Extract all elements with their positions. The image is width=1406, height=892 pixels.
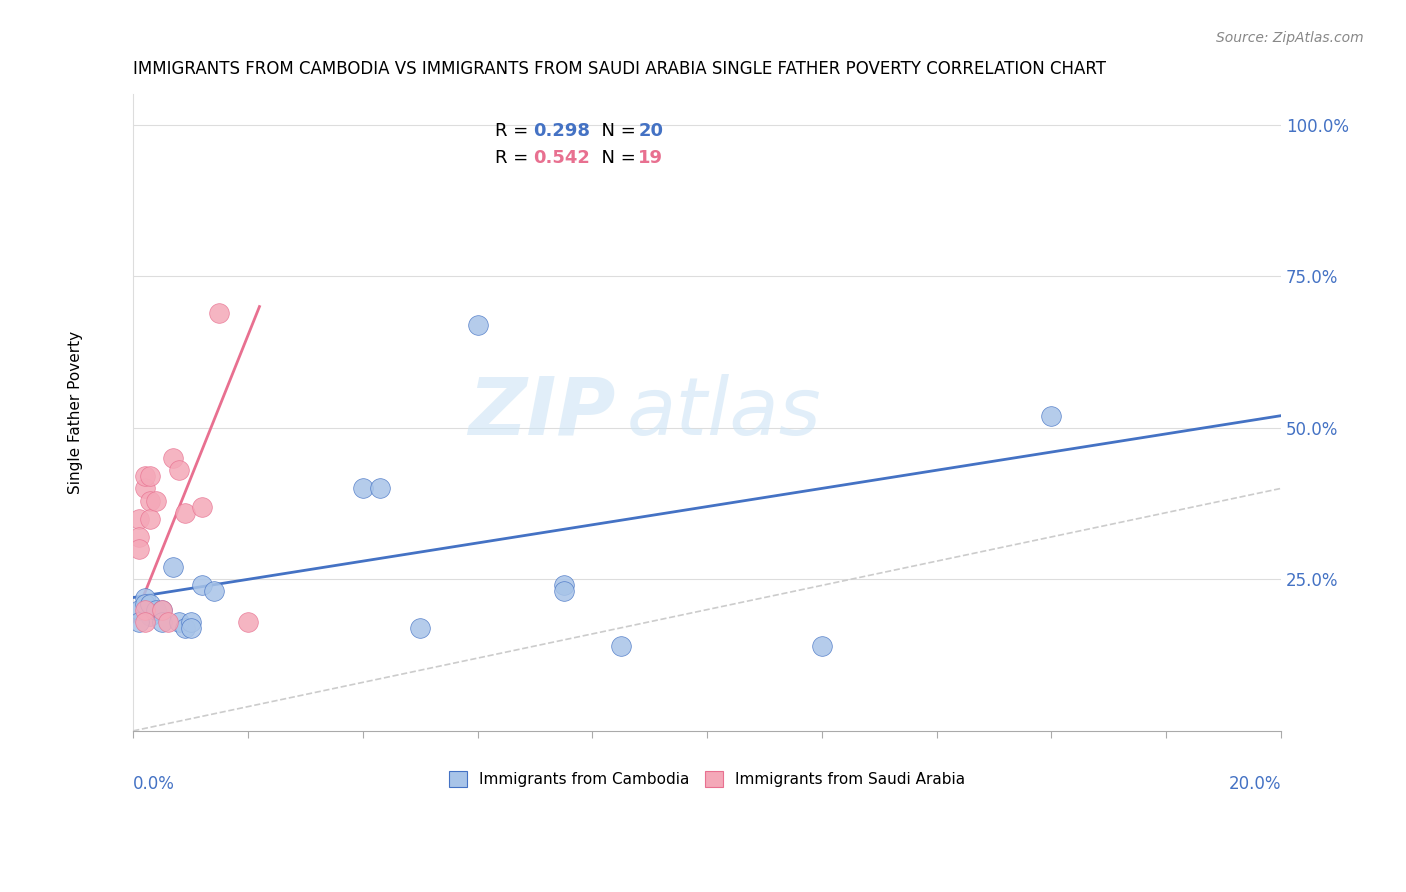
Point — [134, 615, 156, 629]
Text: R =: R = — [495, 122, 534, 140]
Text: Source: ZipAtlas.com: Source: ZipAtlas.com — [1216, 31, 1364, 45]
Point — [409, 621, 432, 635]
Text: 19: 19 — [638, 149, 664, 167]
Point — [139, 512, 162, 526]
Point — [167, 615, 190, 629]
Text: ZIP: ZIP — [468, 374, 616, 451]
Point — [202, 584, 225, 599]
Point — [139, 608, 162, 623]
Text: 20: 20 — [638, 122, 664, 140]
Point — [134, 597, 156, 611]
Point — [162, 451, 184, 466]
Text: atlas: atlas — [627, 374, 821, 451]
Point — [128, 602, 150, 616]
Text: Single Father Poverty: Single Father Poverty — [69, 331, 83, 494]
Point — [352, 482, 374, 496]
Point — [208, 305, 231, 319]
Point — [156, 615, 179, 629]
Text: N =: N = — [591, 122, 641, 140]
Point — [134, 469, 156, 483]
Text: 0.542: 0.542 — [533, 149, 589, 167]
Point — [139, 493, 162, 508]
Text: N =: N = — [591, 149, 641, 167]
Point — [134, 591, 156, 605]
Point — [1040, 409, 1063, 423]
Text: IMMIGRANTS FROM CAMBODIA VS IMMIGRANTS FROM SAUDI ARABIA SINGLE FATHER POVERTY C: IMMIGRANTS FROM CAMBODIA VS IMMIGRANTS F… — [134, 60, 1107, 78]
Point — [128, 530, 150, 544]
Point — [180, 621, 202, 635]
Point — [134, 602, 156, 616]
Point — [134, 482, 156, 496]
Point — [150, 602, 173, 616]
Text: 20.0%: 20.0% — [1229, 775, 1281, 793]
Point — [173, 506, 195, 520]
Point — [236, 615, 259, 629]
Point — [150, 615, 173, 629]
Point — [139, 597, 162, 611]
Point — [191, 578, 214, 592]
Point — [145, 493, 167, 508]
Point — [150, 602, 173, 616]
Point — [145, 602, 167, 616]
Point — [139, 469, 162, 483]
Point — [180, 615, 202, 629]
Point — [167, 463, 190, 477]
Point — [553, 578, 575, 592]
Text: 0.0%: 0.0% — [134, 775, 176, 793]
Point — [173, 621, 195, 635]
Legend: Immigrants from Cambodia, Immigrants from Saudi Arabia: Immigrants from Cambodia, Immigrants fro… — [436, 759, 977, 799]
Text: 0.298: 0.298 — [533, 122, 589, 140]
Point — [162, 560, 184, 574]
Point — [128, 541, 150, 556]
Point — [467, 318, 489, 332]
Point — [553, 584, 575, 599]
Point — [191, 500, 214, 514]
Text: R =: R = — [495, 149, 534, 167]
Point — [368, 482, 391, 496]
Point — [610, 639, 633, 653]
Point — [811, 639, 834, 653]
Point — [128, 615, 150, 629]
Point — [128, 512, 150, 526]
